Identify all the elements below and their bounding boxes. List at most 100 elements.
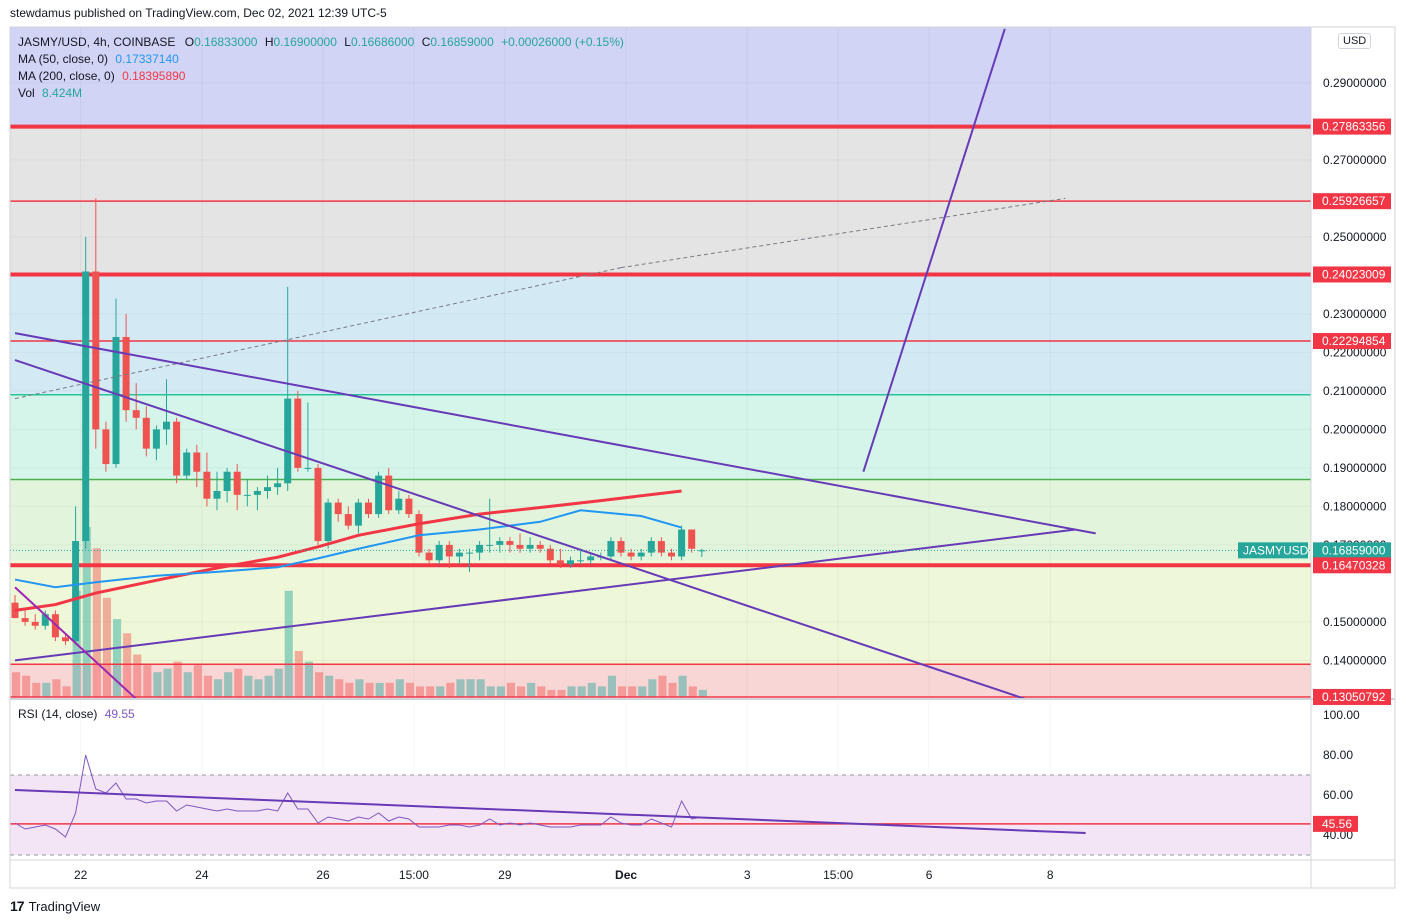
candle-body bbox=[102, 429, 110, 465]
volume-bar bbox=[102, 597, 111, 697]
level-price-label-bg bbox=[1313, 266, 1391, 283]
volume-bar bbox=[173, 661, 182, 697]
candle-body bbox=[516, 544, 524, 549]
candle-body bbox=[62, 637, 69, 642]
volume-bar bbox=[436, 686, 445, 697]
price-tick-label: 0.21000000 bbox=[1323, 384, 1387, 398]
time-tick-label: 3 bbox=[744, 868, 751, 882]
volume-bar bbox=[426, 686, 435, 697]
candle-body bbox=[183, 452, 191, 476]
volume-bar bbox=[385, 682, 394, 697]
volume-bar bbox=[92, 548, 101, 697]
candle-body bbox=[657, 541, 665, 553]
symbol-tag-bg bbox=[1238, 542, 1308, 559]
candle-body bbox=[698, 550, 706, 552]
candle-body bbox=[637, 552, 645, 557]
price-tick-label: 0.23000000 bbox=[1323, 307, 1387, 321]
candle-body bbox=[506, 541, 514, 545]
time-axis[interactable]: 22 24 26 15:00 29 Dec 3 15:00 6 8 bbox=[74, 868, 1054, 882]
time-tick-label: 29 bbox=[498, 868, 512, 882]
volume-bar bbox=[304, 661, 313, 697]
candle-body bbox=[31, 621, 39, 626]
volume-legend-row[interactable]: Vol 8.424M bbox=[18, 86, 82, 100]
candle-body bbox=[577, 560, 585, 562]
candle-body bbox=[466, 552, 473, 554]
ma200-value: 0.18395890 bbox=[122, 69, 186, 83]
volume-bar bbox=[668, 682, 677, 697]
candle-body bbox=[445, 544, 453, 557]
volume-bar bbox=[587, 682, 596, 697]
volume-bar bbox=[153, 672, 162, 697]
candle-body bbox=[425, 552, 433, 561]
volume-bar bbox=[446, 682, 455, 697]
volume-bar bbox=[607, 675, 616, 697]
trendline-3 bbox=[14, 359, 1026, 700]
time-tick-label: 22 bbox=[74, 868, 88, 882]
volume-bar bbox=[32, 682, 41, 697]
volume-bar bbox=[193, 665, 202, 697]
rsi-legend-row[interactable]: RSI (14, close) 49.55 bbox=[18, 707, 135, 721]
price-tick-label: 0.27000000 bbox=[1323, 153, 1387, 167]
grid-lines bbox=[10, 27, 1311, 860]
candles[interactable] bbox=[11, 198, 706, 646]
candle-body bbox=[223, 471, 231, 491]
volume-bar bbox=[577, 686, 586, 697]
volume-bar bbox=[547, 689, 556, 697]
change-value: +0.00026000 (+0.15%) bbox=[501, 35, 624, 49]
volume-value: 8.424M bbox=[42, 86, 83, 100]
candle-body bbox=[112, 336, 120, 465]
time-tick-label: Dec bbox=[615, 868, 637, 882]
price-axis[interactable]: 0.29000000 0.27000000 0.25000000 0.23000000… bbox=[1323, 76, 1387, 842]
zone-3 bbox=[10, 394, 1311, 480]
last-price-label: 0.16859000 bbox=[1322, 543, 1386, 557]
volume-bar bbox=[688, 686, 697, 697]
candle-body bbox=[203, 471, 211, 499]
pane-frame bbox=[9, 26, 1396, 889]
volume-bar bbox=[486, 686, 495, 697]
ma50-legend-row[interactable]: MA (50, close, 0) 0.17337140 bbox=[18, 52, 179, 66]
volume-bar bbox=[325, 675, 334, 697]
volume-bar bbox=[244, 675, 253, 697]
time-tick-label: 6 bbox=[926, 868, 933, 882]
price-tick-label: 0.20000000 bbox=[1323, 422, 1387, 436]
candle-body bbox=[647, 541, 655, 553]
candle-body bbox=[496, 541, 504, 545]
moving-averages bbox=[14, 489, 682, 612]
volume-bar bbox=[517, 686, 526, 697]
zone-6 bbox=[10, 664, 1311, 697]
footer-brand-label: TradingView bbox=[28, 898, 101, 914]
level-price-label: 0.13050792 bbox=[1322, 690, 1386, 704]
candle-body bbox=[385, 475, 393, 511]
ma200-legend-row[interactable]: MA (200, close, 0) 0.18395890 bbox=[18, 69, 185, 83]
volume-bar bbox=[395, 679, 404, 697]
level-price-label-bg bbox=[1313, 193, 1391, 210]
volume-bar bbox=[355, 679, 364, 697]
symbol-label[interactable]: JASMY/USD, 4h, COINBASE bbox=[18, 35, 176, 49]
horizontal-levels bbox=[10, 124, 1311, 698]
volume-bar bbox=[476, 679, 485, 697]
open-value: 0.16833000 bbox=[194, 35, 258, 49]
low-label: L bbox=[344, 35, 351, 49]
candle-body bbox=[92, 271, 100, 430]
volume-bar bbox=[638, 686, 647, 697]
rsi-line bbox=[14, 754, 702, 838]
currency-button[interactable]: USD bbox=[1338, 33, 1372, 49]
rsi-tick-label: 60.00 bbox=[1323, 788, 1353, 802]
level-price-label: 0.22294854 bbox=[1322, 334, 1386, 348]
volume-bar bbox=[466, 679, 475, 697]
candle-body bbox=[354, 502, 362, 526]
volume-bar bbox=[133, 654, 142, 697]
candle-body bbox=[253, 490, 261, 495]
tradingview-logo-icon: 17 bbox=[10, 898, 25, 914]
support-price-label-bg bbox=[1313, 557, 1391, 574]
volume-bar bbox=[375, 682, 384, 697]
trendlines[interactable] bbox=[10, 28, 1311, 700]
price-labels: 0.27863356 0.25926657 0.24023009 0.22294854… bbox=[1238, 118, 1391, 832]
volume-bar bbox=[82, 527, 91, 697]
candle-body bbox=[142, 417, 150, 449]
time-tick-label: 15:00 bbox=[823, 868, 853, 882]
candle-body bbox=[678, 529, 686, 557]
price-tick-label: 0.18000000 bbox=[1323, 499, 1387, 513]
close-value: 0.16859000 bbox=[430, 35, 494, 49]
